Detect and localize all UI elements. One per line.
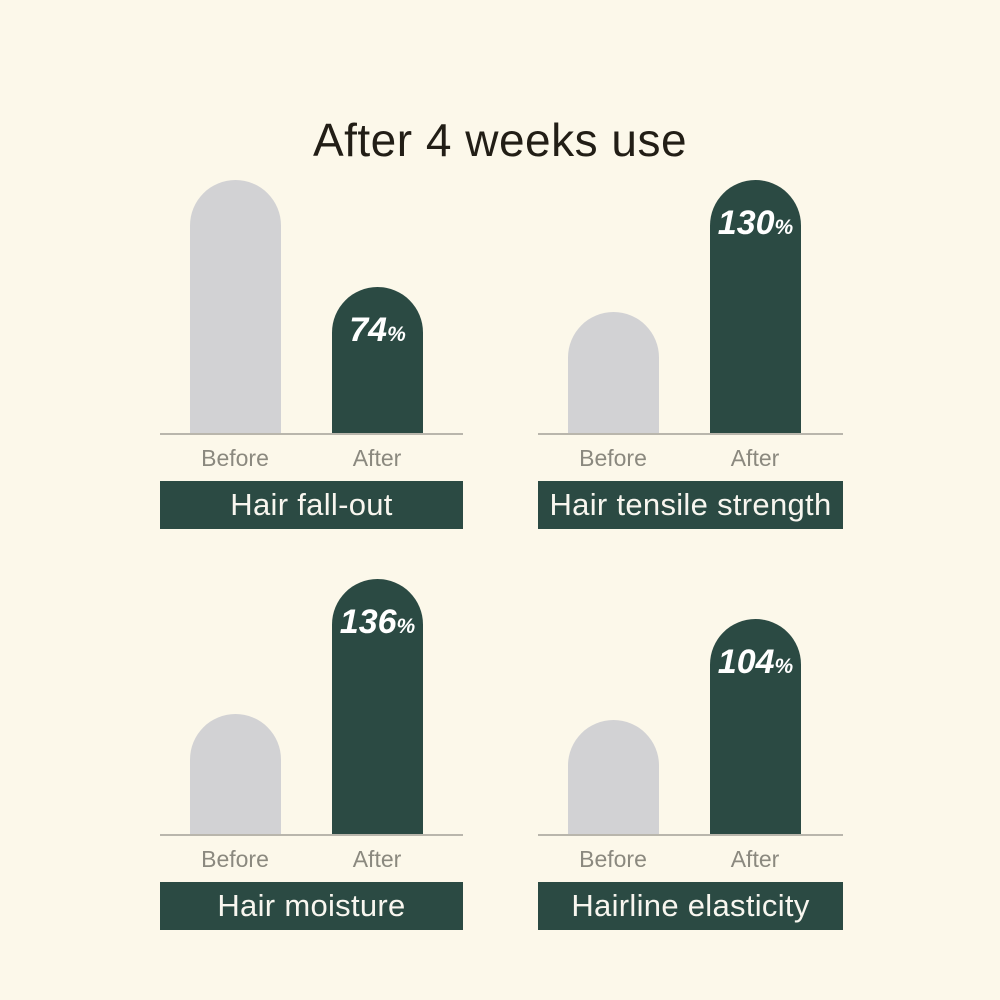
category-labels: Before After [538,435,843,481]
bar-after: 136% [332,579,423,834]
category-label-before: Before [579,445,647,471]
value-unit: % [387,323,406,346]
category-labels: Before After [538,836,843,882]
chart-title-banner: Hairline elasticity [538,882,843,930]
bar-value-label: 130% [710,180,801,243]
value-number: 104 [717,643,775,681]
bar-before [190,714,281,834]
chart-hair-tensile-strength: 130% Before After Hair tensile strength [538,178,843,529]
chart-title-banner: Hair tensile strength [538,481,843,529]
bar-before [568,312,659,433]
value-unit: % [396,615,416,638]
category-labels: Before After [160,435,463,481]
category-label-before: Before [201,846,269,872]
category-label-after: After [352,846,402,872]
plot-area: 74% [160,178,463,435]
bar-before [190,180,281,433]
bar-value-label: 74% [332,287,423,350]
bar-value-label: 104% [710,619,801,682]
value-number: 74 [349,311,388,349]
category-label-after: After [730,445,780,471]
value-number: 130 [717,204,775,242]
chart-hair-fall-out: 74% Before After Hair fall-out [160,178,463,529]
chart-title-banner: Hair moisture [160,882,463,930]
value-unit: % [774,655,794,678]
category-label-after: After [730,846,780,872]
charts-grid: 74% Before After Hair fall-out 130% Befo… [160,178,843,930]
category-label-before: Before [201,445,269,471]
plot-area: 136% [160,579,463,836]
plot-area: 130% [538,178,843,435]
plot-area: 104% [538,579,843,836]
chart-hairline-elasticity: 104% Before After Hairline elasticity [538,579,843,930]
category-label-before: Before [579,846,647,872]
bar-after: 130% [710,180,801,433]
page-title: After 4 weeks use [312,113,688,166]
value-unit: % [774,216,794,239]
value-number: 136 [339,603,397,641]
category-labels: Before After [160,836,463,882]
category-label-after: After [352,445,402,471]
bar-value-label: 136% [332,579,423,642]
bar-before [568,720,659,834]
chart-title-banner: Hair fall-out [160,481,463,529]
chart-hair-moisture: 136% Before After Hair moisture [160,579,463,930]
bar-after: 104% [710,619,801,834]
bar-after: 74% [332,287,423,433]
